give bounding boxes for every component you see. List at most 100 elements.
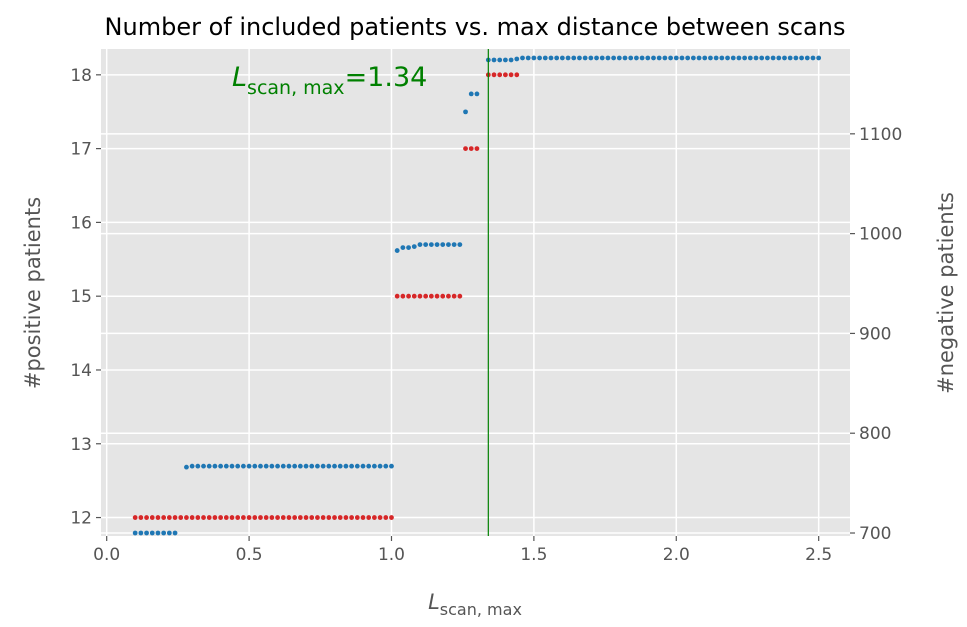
negative-point <box>189 463 195 469</box>
y-tick-label: 17 <box>70 140 92 160</box>
positive-point <box>428 293 434 299</box>
positive-point <box>406 293 411 299</box>
positive-point <box>292 515 298 520</box>
y-axis-ticks: 12 13 14 15 16 17 18 <box>70 66 101 529</box>
y-tick-label: 15 <box>70 287 92 307</box>
negative-point <box>508 57 514 63</box>
negative-point <box>394 248 400 253</box>
positive-point <box>377 515 383 520</box>
positive-point <box>166 515 172 520</box>
negative-point <box>246 463 252 469</box>
negative-point <box>793 55 799 61</box>
negative-point <box>497 57 503 63</box>
negative-point <box>514 56 520 62</box>
negative-point <box>611 55 617 61</box>
negative-point <box>383 463 389 469</box>
x-axis-label: Lscan, max <box>428 590 522 619</box>
x-tick-label: 2.5 <box>805 545 832 565</box>
negative-point <box>161 530 167 536</box>
chart-title: Number of included patients vs. max dist… <box>105 13 846 41</box>
negative-point <box>349 463 355 469</box>
negative-point <box>252 463 258 469</box>
positive-point <box>417 293 423 299</box>
plot-area <box>101 49 850 536</box>
negative-point <box>240 463 246 469</box>
negative-point <box>201 463 206 469</box>
negative-point <box>155 530 161 536</box>
positive-point <box>491 72 497 78</box>
negative-point <box>434 242 440 247</box>
negative-point <box>428 242 434 247</box>
negative-point <box>195 463 201 469</box>
negative-point <box>548 55 554 61</box>
negative-point <box>144 530 149 536</box>
negative-point <box>503 57 508 63</box>
negative-point <box>172 530 178 536</box>
negative-point <box>269 463 275 469</box>
positive-point <box>252 515 258 520</box>
positive-point <box>337 515 343 520</box>
threshold-annotation: Lscan, max=1.34 <box>232 62 427 99</box>
negative-point <box>303 463 309 469</box>
negative-point <box>138 530 144 536</box>
y-tick-label: 12 <box>70 509 92 529</box>
x-tick-label: 2.0 <box>663 545 690 565</box>
negative-point <box>258 463 263 469</box>
negative-point <box>343 463 349 469</box>
negative-point <box>708 55 713 61</box>
positive-point <box>434 293 440 299</box>
negative-point <box>639 55 645 61</box>
positive-point <box>201 515 206 520</box>
positive-point <box>235 515 241 520</box>
positive-point <box>457 293 463 299</box>
x-tick-label: 0.0 <box>93 545 120 565</box>
negative-point <box>770 55 776 61</box>
negative-point <box>759 55 765 61</box>
positive-point <box>360 515 366 520</box>
negative-point <box>406 245 411 250</box>
positive-point <box>218 515 224 520</box>
positive-point <box>275 515 280 520</box>
negative-point <box>804 55 810 61</box>
negative-series <box>132 55 822 536</box>
y-axis-label: #positive patients <box>21 197 45 389</box>
negative-point <box>673 55 679 61</box>
x-axis-ticks: 0.0 0.5 1.0 1.5 2.0 2.5 <box>93 536 832 565</box>
negative-point <box>389 463 394 469</box>
negative-point <box>747 55 753 61</box>
negative-point <box>622 55 628 61</box>
positive-point <box>297 515 303 520</box>
positive-point <box>240 515 246 520</box>
negative-point <box>753 55 759 61</box>
negative-point <box>645 55 651 61</box>
y2-tick-label: 700 <box>859 524 891 544</box>
positive-point <box>366 515 372 520</box>
positive-point <box>508 72 514 78</box>
negative-point <box>184 464 189 470</box>
negative-point <box>525 55 531 61</box>
positive-point <box>212 515 218 520</box>
positive-point <box>149 515 155 520</box>
negative-point <box>337 463 343 469</box>
grid <box>101 49 850 536</box>
positive-point <box>474 146 480 152</box>
negative-point <box>656 55 662 61</box>
negative-point <box>360 463 366 469</box>
positive-point <box>315 515 320 520</box>
negative-point <box>320 463 326 469</box>
negative-point <box>212 463 218 469</box>
negative-point <box>651 55 656 61</box>
negative-point <box>440 242 446 247</box>
negative-point <box>668 55 673 61</box>
positive-point <box>223 515 229 520</box>
negative-point <box>537 55 542 61</box>
negative-point <box>286 463 292 469</box>
positive-point <box>451 293 457 299</box>
negative-point <box>605 55 611 61</box>
positive-point <box>326 515 332 520</box>
negative-point <box>326 463 332 469</box>
negative-point <box>776 55 782 61</box>
negative-point <box>309 463 315 469</box>
negative-point <box>628 55 634 61</box>
